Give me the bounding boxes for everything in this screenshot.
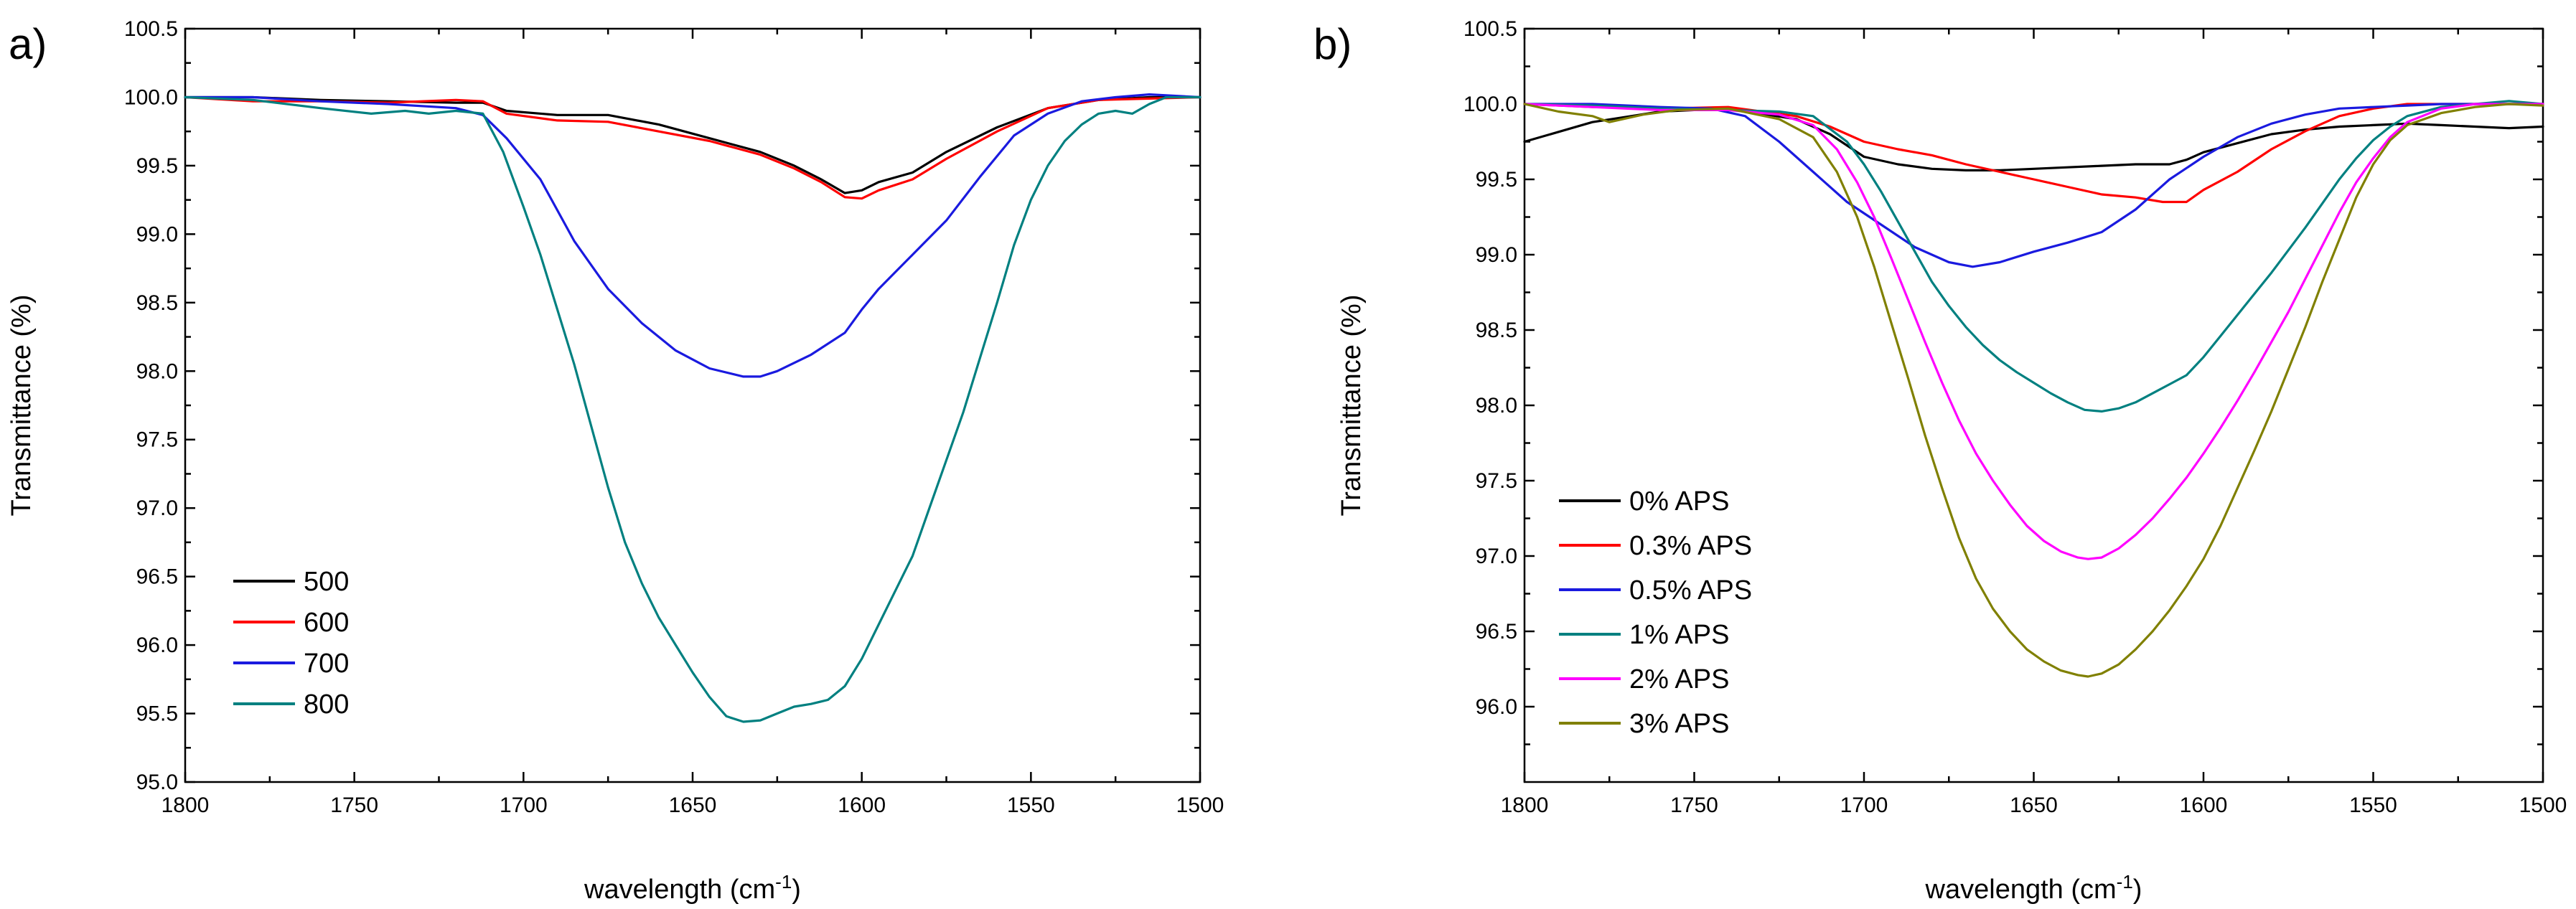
y-tick-label: 98.5 [1476, 319, 1517, 342]
x-tick-label: 1700 [500, 793, 548, 817]
y-tick-label: 99.5 [136, 154, 178, 178]
y-tick-label: 100.5 [1463, 17, 1517, 41]
legend-label: 700 [304, 649, 349, 679]
series-line-0-3-aps [1523, 103, 2544, 204]
series-line-600 [184, 95, 1202, 200]
x-tick-label: 1800 [1501, 793, 1549, 817]
series-line-1-aps [1523, 100, 2544, 413]
y-tick-label: 95.5 [136, 702, 178, 726]
y-tick-label: 98.0 [1476, 394, 1517, 418]
x-tick-label: 1600 [2180, 793, 2228, 817]
series-line-800 [184, 95, 1202, 723]
series-line-500 [184, 95, 1202, 194]
legend-label: 2% APS [1629, 664, 1729, 694]
legend-label: 0% APS [1629, 486, 1729, 517]
y-tick-label: 95.0 [136, 771, 178, 794]
x-axis-title-sup: -1 [775, 871, 792, 892]
y-axis-title: Transmittance (%) [6, 295, 37, 517]
y-tick-label: 100.5 [124, 17, 178, 41]
legend: 500 600 700 800 [233, 567, 349, 720]
legend-label: 800 [304, 689, 349, 720]
y-tick-label: 99.0 [136, 222, 178, 246]
x-tick-label: 1750 [330, 793, 378, 817]
panel-b-chart: 1800 1750 1700 1650 1600 1550 1500 96.0 96.5 97.0… [1313, 17, 2567, 905]
y-tick-label: 97.5 [1476, 469, 1517, 493]
x-tick-label: 1500 [1176, 793, 1224, 817]
y-tick-label: 98.0 [136, 359, 178, 383]
y-tick-label: 100.0 [124, 85, 178, 109]
y-tick-label: 98.5 [136, 291, 178, 315]
y-tick-label: 96.0 [1476, 695, 1517, 719]
x-axis-title-main: wavelength (cm [1925, 875, 2117, 905]
x-tick-label: 1800 [161, 793, 210, 817]
x-tick-label: 1500 [2519, 793, 2567, 817]
legend-label: 0.3% APS [1629, 531, 1752, 561]
x-axis-title-main: wavelength (cm [584, 875, 775, 905]
series-line-0-5-aps [1523, 103, 2544, 268]
x-tick-label: 1750 [1670, 793, 1718, 817]
legend-label: 3% APS [1629, 709, 1729, 739]
y-tick-label: 96.5 [1476, 620, 1517, 644]
legend-label: 500 [304, 567, 349, 597]
y-tick-label: 97.5 [136, 428, 178, 452]
x-axis-title-end: ) [792, 875, 801, 905]
legend-label: 0.5% APS [1629, 575, 1752, 606]
panel-label: b) [1313, 20, 1352, 68]
x-tick-label: 1650 [669, 793, 717, 817]
y-tick-label: 96.5 [136, 565, 178, 589]
legend-label: 600 [304, 608, 349, 638]
y-tick-label: 99.5 [1476, 168, 1517, 192]
x-tick-label: 1700 [1840, 793, 1888, 817]
legend: 0% APS 0.3% APS 0.5% APS 1% APS 2% APS 3% APS [1559, 486, 1752, 739]
x-axis-title-sup: -1 [2117, 871, 2133, 892]
y-tick-label: 97.0 [1476, 545, 1517, 568]
series-line-2-aps [1523, 103, 2544, 560]
y-tick-label: 96.0 [136, 634, 178, 657]
panel-a-chart: 1800 1750 1700 1650 1600 1550 1500 95.0 95.5 96.0… [6, 17, 1224, 905]
x-tick-label: 1550 [1007, 793, 1055, 817]
y-tick-label: 97.0 [136, 496, 178, 520]
y-tick-label: 99.0 [1476, 243, 1517, 267]
y-tick-label: 100.0 [1463, 93, 1517, 116]
x-tick-label: 1550 [2349, 793, 2397, 817]
panel-label: a) [9, 20, 47, 68]
y-axis-title: Transmittance (%) [1336, 295, 1367, 517]
legend-label: 1% APS [1629, 620, 1729, 650]
x-axis-title: wavelength (cm-1) [1925, 871, 2142, 905]
x-tick-label: 1650 [2010, 793, 2058, 817]
x-axis-title: wavelength (cm-1) [584, 871, 801, 905]
x-axis-title-end: ) [2133, 875, 2142, 905]
series-line-3-aps [1523, 103, 2544, 678]
x-tick-label: 1600 [838, 793, 886, 817]
